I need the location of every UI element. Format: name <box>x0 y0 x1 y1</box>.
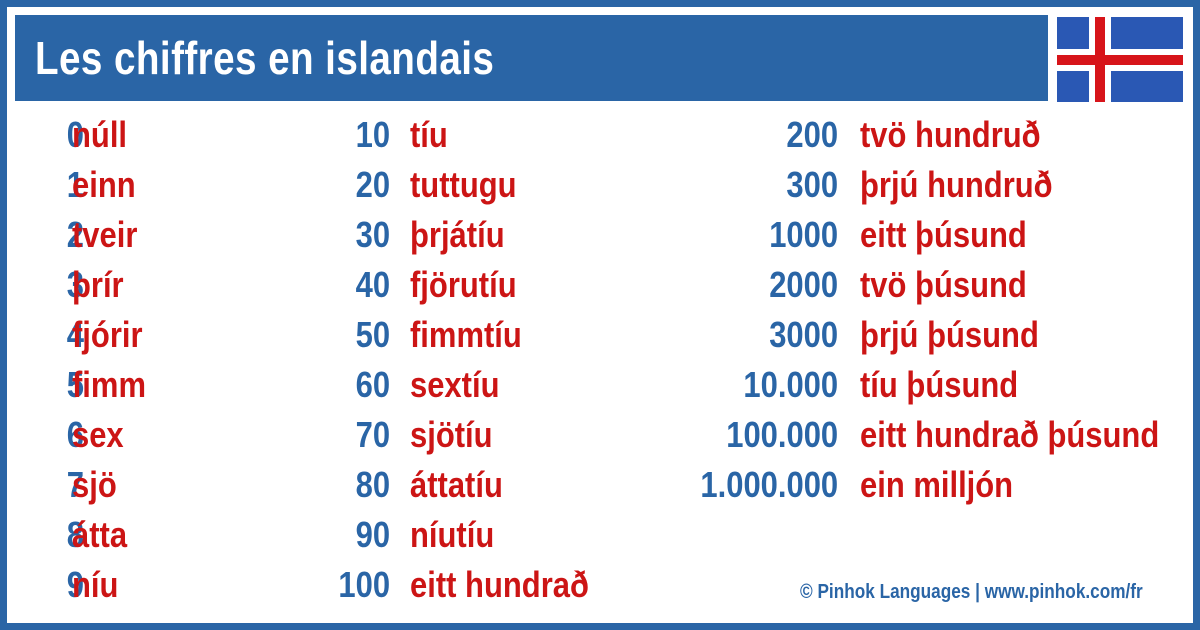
number-value: 8 <box>66 514 84 555</box>
number-word: tuttugu <box>410 164 517 205</box>
number-value: 3 <box>66 264 84 305</box>
card-frame <box>7 7 1193 623</box>
number-word: eitt hundrað <box>410 564 589 605</box>
number-row: 8 átta <box>30 513 390 557</box>
number-row: 20 tuttugu <box>290 163 670 207</box>
number-value: 80 <box>355 464 390 505</box>
number-word: sextíu <box>410 364 500 405</box>
number-value: 300 <box>786 164 838 205</box>
number-word: einn <box>72 164 136 205</box>
number-word: þrjú þúsund <box>860 314 1039 355</box>
number-value: 20 <box>355 164 390 205</box>
number-word: tíu þúsund <box>860 364 1019 405</box>
title-bar: Les chiffres en islandais <box>15 15 1048 101</box>
number-row: 80 áttatíu <box>290 463 670 507</box>
number-word: eitt hundrað þúsund <box>860 414 1160 455</box>
number-row: 2000 tvö þúsund <box>660 263 1190 307</box>
number-value: 10.000 <box>743 364 838 405</box>
number-word: sjötíu <box>410 414 493 455</box>
number-value: 1 <box>66 164 84 205</box>
number-value: 7 <box>66 464 84 505</box>
number-word: tvö þúsund <box>860 264 1027 305</box>
number-row: 6 sex <box>30 413 390 457</box>
number-word: tvö hundruð <box>860 114 1041 155</box>
number-word: þrjú hundruð <box>860 164 1053 205</box>
number-value: 40 <box>355 264 390 305</box>
number-word: núll <box>72 114 128 155</box>
number-value: 70 <box>355 414 390 455</box>
number-value: 30 <box>355 214 390 255</box>
number-row: 1.000.000 ein milljón <box>660 463 1190 507</box>
number-value: 100.000 <box>726 414 838 455</box>
number-row: 100.000 eitt hundrað þúsund <box>660 413 1190 457</box>
number-value: 1.000.000 <box>700 464 838 505</box>
number-row: 30 þrjátíu <box>290 213 670 257</box>
number-word: tveir <box>72 214 138 255</box>
number-row: 2 tveir <box>30 213 390 257</box>
number-word: fimmtíu <box>410 314 522 355</box>
number-row: 90 níutíu <box>290 513 670 557</box>
iceland-flag-icon <box>1057 17 1183 102</box>
number-value: 9 <box>66 564 84 605</box>
number-word: níutíu <box>410 514 495 555</box>
number-word: níu <box>72 564 119 605</box>
number-value: 3000 <box>769 314 838 355</box>
number-value: 100 <box>338 564 390 605</box>
number-row: 0 núll <box>30 113 390 157</box>
number-word: fjörutíu <box>410 264 517 305</box>
number-row: 1 einn <box>30 163 390 207</box>
number-value: 50 <box>355 314 390 355</box>
number-row: 10.000 tíu þúsund <box>660 363 1190 407</box>
number-value: 2000 <box>769 264 838 305</box>
number-value: 90 <box>355 514 390 555</box>
number-row: 3000 þrjú þúsund <box>660 313 1190 357</box>
number-value: 10 <box>355 114 390 155</box>
number-value: 2 <box>66 214 84 255</box>
number-row: 9 níu <box>30 563 390 607</box>
number-word: sex <box>72 414 124 455</box>
number-word: sjö <box>72 464 117 505</box>
number-value: 0 <box>66 114 84 155</box>
number-row: 40 fjörutíu <box>290 263 670 307</box>
number-row: 10 tíu <box>290 113 670 157</box>
number-row: 100 eitt hundrað <box>290 563 670 607</box>
number-word: þrír <box>72 264 124 305</box>
number-word: fjórir <box>72 314 143 355</box>
number-value: 60 <box>355 364 390 405</box>
footer-credit: © Pinhok Languages | www.pinhok.com/fr <box>800 581 1143 603</box>
number-row: 200 tvö hundruð <box>660 113 1190 157</box>
flag-red-cross-horizontal <box>1057 55 1183 65</box>
number-row: 70 sjötíu <box>290 413 670 457</box>
number-word: tíu <box>410 114 448 155</box>
number-row: 1000 eitt þúsund <box>660 213 1190 257</box>
number-row: 5 fimm <box>30 363 390 407</box>
number-row: 4 fjórir <box>30 313 390 357</box>
number-value: 5 <box>66 364 84 405</box>
number-word: átta <box>72 514 128 555</box>
number-word: eitt þúsund <box>860 214 1027 255</box>
number-word: þrjátíu <box>410 214 505 255</box>
number-row: 7 sjö <box>30 463 390 507</box>
number-value: 4 <box>66 314 84 355</box>
number-word: ein milljón <box>860 464 1014 505</box>
number-row: 300 þrjú hundruð <box>660 163 1190 207</box>
page-title: Les chiffres en islandais <box>35 32 495 84</box>
number-word: áttatíu <box>410 464 503 505</box>
number-row: 60 sextíu <box>290 363 670 407</box>
number-row: 50 fimmtíu <box>290 313 670 357</box>
number-word: fimm <box>72 364 146 405</box>
number-value: 200 <box>786 114 838 155</box>
number-value: 6 <box>66 414 84 455</box>
number-row: 3 þrír <box>30 263 390 307</box>
number-value: 1000 <box>769 214 838 255</box>
